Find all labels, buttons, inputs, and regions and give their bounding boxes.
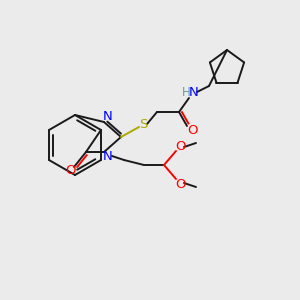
Text: O: O	[187, 124, 197, 137]
Text: N: N	[103, 110, 113, 124]
Text: H: H	[182, 86, 190, 100]
Text: N: N	[189, 86, 199, 100]
Text: N: N	[103, 149, 113, 163]
Text: O: O	[65, 164, 75, 178]
Text: O: O	[175, 140, 185, 152]
Text: O: O	[175, 178, 185, 190]
Text: S: S	[139, 118, 147, 130]
